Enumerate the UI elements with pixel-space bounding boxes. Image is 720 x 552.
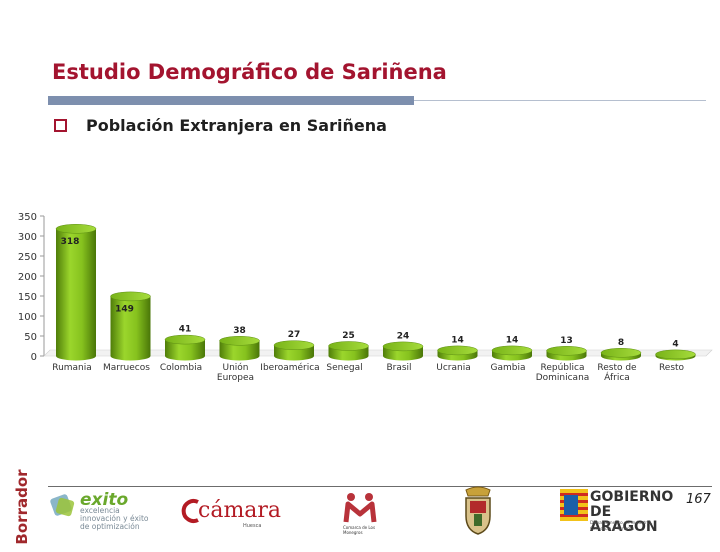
camara-logo-sub: Huesca [243, 523, 262, 529]
bar-top [273, 340, 315, 350]
title-underline-rule [414, 100, 706, 101]
value-label: 24 [397, 331, 410, 341]
aragon-flag-icon [560, 489, 588, 521]
bar-top [546, 346, 587, 356]
category-label: África [604, 371, 630, 383]
monegros-logo-sub: Comarca de Los Monegros [343, 525, 376, 535]
value-label: 14 [506, 335, 519, 345]
exito-logo-tagline: excelencia innovación y éxito de optimiz… [80, 506, 149, 531]
draft-watermark: Borrador [13, 469, 31, 545]
bar-chart: 0 50 100 150 200 250 300 350 318 Rumania 149 Marru… [18, 212, 713, 383]
page-title: Estudio Demográfico de Sariñena [52, 60, 447, 84]
y-tick-label: 0 [31, 352, 37, 363]
monegros-logo-icon [343, 493, 377, 523]
bar-top [164, 334, 206, 345]
category-label: Rumania [52, 363, 92, 373]
bar-top [655, 349, 696, 360]
bar-6 [382, 341, 424, 361]
bar-7 [437, 345, 478, 361]
chart-floor [43, 349, 713, 357]
bar-10 [600, 348, 642, 361]
value-label: 27 [288, 330, 301, 340]
bar-9 [546, 346, 587, 361]
footer-divider [48, 486, 712, 487]
camara-logo-text: cámara [198, 498, 282, 523]
bar-body [110, 296, 151, 361]
bar-body [219, 340, 260, 361]
bar-1 [110, 291, 151, 361]
bar-4 [273, 340, 315, 361]
bar-top [600, 348, 642, 358]
value-label: 38 [233, 326, 246, 336]
value-label: 41 [179, 325, 192, 335]
aragon-logo-text: GOBIERNO DE ARAGON [590, 489, 674, 535]
camara-logo-icon [181, 499, 199, 523]
category-label: República [541, 363, 585, 373]
value-label: 8 [618, 338, 624, 348]
bar-5 [328, 341, 369, 361]
bar-3 [219, 336, 260, 361]
bar-body [56, 228, 96, 361]
category-label: Iberoamérica [260, 362, 319, 373]
value-label: 14 [451, 335, 464, 345]
y-tick-label: 50 [24, 332, 37, 343]
category-label: Resto [659, 363, 685, 373]
bar-top [382, 341, 424, 352]
value-label: 149 [115, 304, 134, 314]
value-label: 318 [61, 237, 80, 247]
exito-logo-text: exito [80, 490, 129, 510]
page-number: 167 [686, 492, 711, 507]
section-heading: Población Extranjera en Sariñena [86, 116, 387, 135]
bar-body [165, 339, 205, 361]
category-label: Europea [217, 373, 254, 383]
y-tick-label: 300 [18, 232, 37, 243]
exito-logo-icon [50, 494, 75, 517]
category-label: Marruecos [103, 363, 150, 373]
bar-top [55, 224, 97, 234]
category-label: Brasil [386, 363, 411, 373]
y-tick-label: 350 [18, 212, 37, 223]
bar-top [437, 345, 478, 356]
category-label: Resto de [597, 363, 637, 373]
y-tick-label: 250 [18, 252, 37, 263]
value-label: 13 [560, 336, 573, 346]
bar-top [110, 291, 151, 302]
category-label: Colombia [160, 363, 202, 373]
bar-2 [164, 334, 206, 361]
title-underline-bar [48, 96, 414, 105]
y-tick-label: 150 [18, 292, 37, 303]
category-label: Gambia [491, 363, 526, 373]
bullet-square-icon [54, 119, 67, 132]
value-label: 4 [672, 339, 678, 349]
category-label: Dominicana [536, 373, 590, 383]
bar-8 [491, 345, 533, 361]
bar-top [219, 336, 260, 346]
category-label: Unión [222, 362, 248, 373]
bar-11 [655, 349, 696, 361]
coat-of-arms-icon [465, 486, 491, 535]
category-label: Senegal [326, 363, 362, 373]
category-label: Ucrania [436, 363, 470, 373]
bar-top [491, 345, 533, 356]
y-tick-label: 200 [18, 272, 37, 283]
bar-0 [55, 224, 97, 361]
aragon-logo-sub: Departamento de Industria, Comercio y Tu… [590, 521, 653, 532]
bar-top [328, 341, 369, 351]
value-label: 25 [342, 331, 355, 341]
y-tick-label: 100 [18, 312, 37, 323]
